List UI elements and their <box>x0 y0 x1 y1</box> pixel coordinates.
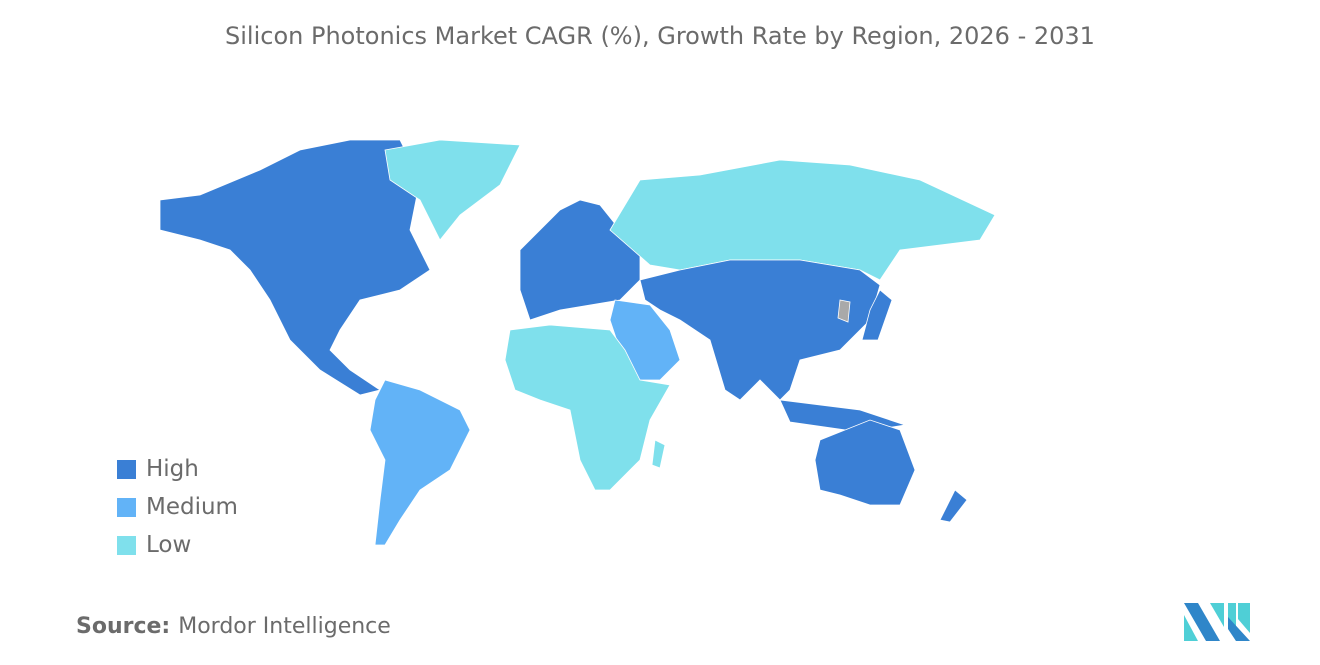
region-korea <box>837 299 851 323</box>
legend: High Medium Low <box>117 450 238 564</box>
region-south-america <box>369 379 471 546</box>
source: Source: Mordor Intelligence <box>76 614 391 639</box>
region-japan <box>861 289 893 341</box>
region-north-america <box>159 139 431 396</box>
legend-label: Low <box>146 532 192 558</box>
legend-label: Medium <box>146 494 238 520</box>
legend-item-low: Low <box>117 526 238 564</box>
swatch-medium <box>117 497 136 517</box>
legend-item-medium: Medium <box>117 488 238 526</box>
legend-item-high: High <box>117 450 238 488</box>
mordor-logo <box>1184 603 1250 641</box>
region-greenland <box>384 139 521 241</box>
source-label: Source: <box>76 614 171 639</box>
region-africa <box>504 324 671 491</box>
region-new-zealand <box>939 489 968 523</box>
region-australia <box>814 419 916 506</box>
region-madagascar <box>651 439 666 469</box>
swatch-low <box>117 535 136 555</box>
legend-label: High <box>146 456 199 482</box>
chart-title: Silicon Photonics Market CAGR (%), Growt… <box>225 22 1095 50</box>
swatch-high <box>117 459 136 479</box>
source-value: Mordor Intelligence <box>178 614 391 639</box>
region-asia <box>639 259 881 401</box>
